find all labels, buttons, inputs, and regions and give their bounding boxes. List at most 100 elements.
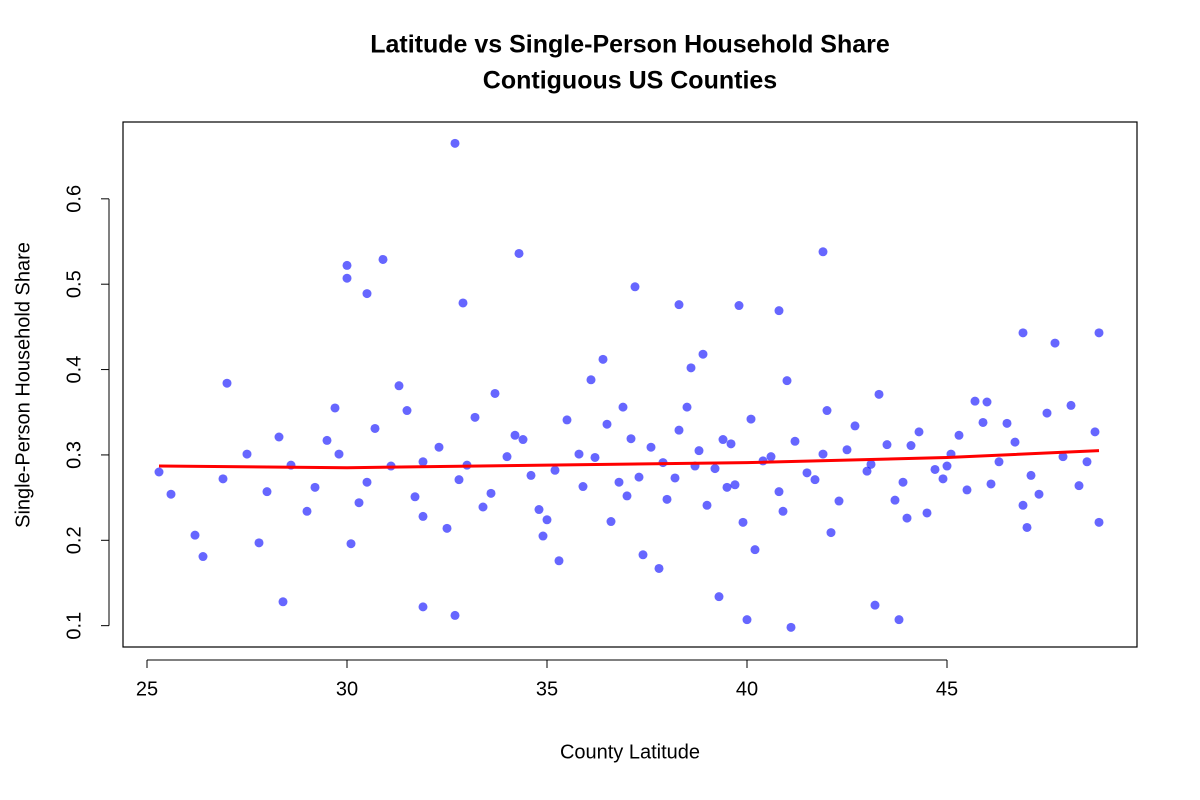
point xyxy=(1034,489,1044,499)
point xyxy=(470,412,480,422)
x-tick-label: 40 xyxy=(736,678,758,700)
point xyxy=(630,282,640,292)
point xyxy=(682,402,692,412)
point xyxy=(1026,470,1036,480)
point xyxy=(490,388,500,398)
point xyxy=(774,487,784,497)
point xyxy=(586,375,596,385)
point xyxy=(774,306,784,316)
point xyxy=(802,468,812,478)
point xyxy=(662,494,672,504)
point xyxy=(790,436,800,446)
point xyxy=(670,473,680,483)
point xyxy=(362,477,372,487)
point xyxy=(1066,400,1076,410)
point xyxy=(402,406,412,416)
chart-title: Latitude vs Single-Person Household Shar… xyxy=(370,31,890,59)
point xyxy=(254,538,264,548)
point xyxy=(922,508,932,518)
y-axis-label: Single-Person Household Share xyxy=(12,242,34,528)
x-tick-label: 35 xyxy=(536,678,558,700)
x-tick-label: 25 xyxy=(136,678,158,700)
point xyxy=(486,488,496,498)
point xyxy=(1018,500,1028,510)
point xyxy=(1074,481,1084,491)
point xyxy=(1094,328,1104,338)
point xyxy=(962,485,972,495)
point xyxy=(1022,522,1032,532)
point xyxy=(394,381,404,391)
fit-line xyxy=(158,449,1100,470)
point xyxy=(418,511,428,521)
point xyxy=(418,602,428,612)
point xyxy=(342,260,352,270)
point xyxy=(646,442,656,452)
point xyxy=(1094,517,1104,527)
point xyxy=(778,506,788,516)
point xyxy=(550,465,560,475)
point xyxy=(718,435,728,445)
point xyxy=(454,475,464,485)
point xyxy=(538,531,548,541)
point xyxy=(334,449,344,459)
point xyxy=(602,419,612,429)
x-axis-label: County Latitude xyxy=(560,741,700,763)
point xyxy=(730,480,740,490)
point xyxy=(562,415,572,425)
point xyxy=(766,452,776,462)
point xyxy=(902,513,912,523)
point xyxy=(370,423,380,433)
point xyxy=(346,539,356,549)
point xyxy=(870,600,880,610)
y-tick-label: 0.3 xyxy=(63,441,85,469)
point xyxy=(302,506,312,516)
point xyxy=(502,452,512,462)
point xyxy=(578,482,588,492)
point xyxy=(982,397,992,407)
point xyxy=(534,505,544,515)
point xyxy=(694,446,704,456)
point xyxy=(598,354,608,364)
point xyxy=(970,396,980,406)
point xyxy=(710,464,720,474)
point xyxy=(698,349,708,359)
point xyxy=(510,430,520,440)
point xyxy=(818,247,828,257)
point xyxy=(994,457,1004,467)
point xyxy=(894,615,904,625)
point xyxy=(410,492,420,502)
point xyxy=(938,474,948,484)
point xyxy=(1042,408,1052,418)
point xyxy=(906,441,916,451)
point xyxy=(154,467,164,477)
point xyxy=(1082,457,1092,467)
point xyxy=(450,138,460,148)
y-tick-label: 0.2 xyxy=(63,526,85,554)
point xyxy=(458,298,468,308)
point xyxy=(418,457,428,467)
point xyxy=(654,563,664,573)
point xyxy=(810,475,820,485)
point xyxy=(786,622,796,632)
point xyxy=(714,592,724,602)
point xyxy=(638,550,648,560)
point xyxy=(342,273,352,283)
point xyxy=(746,414,756,424)
point xyxy=(614,477,624,487)
point xyxy=(330,403,340,413)
point xyxy=(518,435,528,445)
point xyxy=(1050,338,1060,348)
y-tick-label: 0.1 xyxy=(63,612,85,640)
point xyxy=(986,479,996,489)
point xyxy=(822,406,832,416)
point xyxy=(606,517,616,527)
point xyxy=(850,421,860,431)
point xyxy=(1010,437,1020,447)
point xyxy=(874,389,884,399)
point xyxy=(914,427,924,437)
point xyxy=(898,477,908,487)
point xyxy=(750,545,760,555)
point xyxy=(442,523,452,533)
point xyxy=(782,376,792,386)
point xyxy=(590,452,600,462)
